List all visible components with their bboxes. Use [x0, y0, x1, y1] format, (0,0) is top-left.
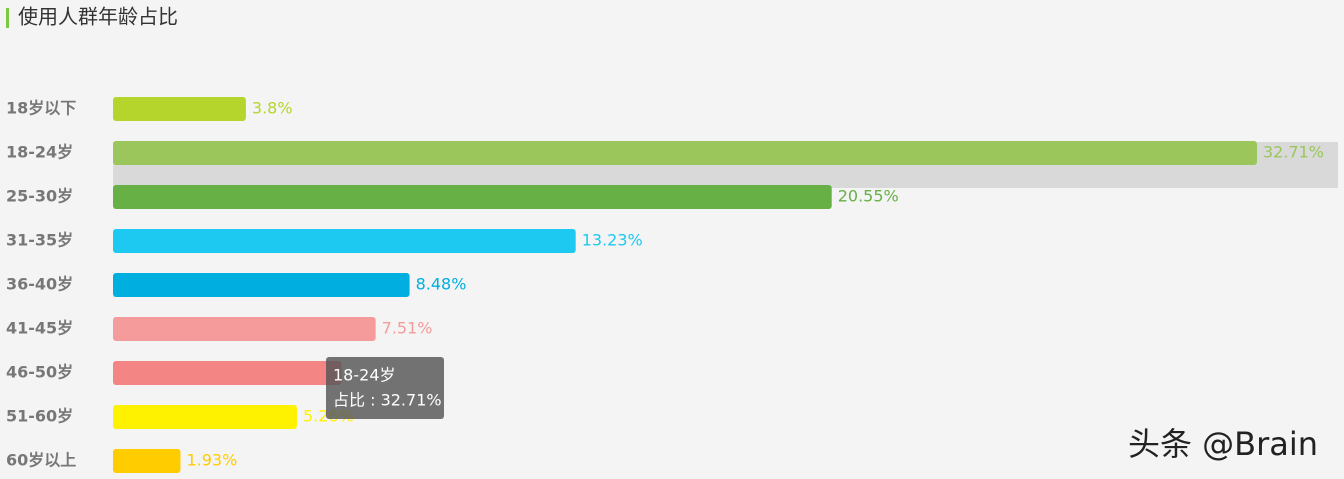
- bar: [113, 141, 1257, 165]
- bar: [113, 361, 342, 385]
- bar: [113, 317, 376, 341]
- bar: [113, 449, 181, 473]
- value-label: 8.48%: [416, 275, 467, 294]
- value-label: 20.55%: [838, 187, 899, 206]
- tooltip-title: 18-24岁: [333, 366, 396, 385]
- tooltip-label: 占比 : 32.71%: [333, 391, 442, 410]
- y-tick-label: 51-60岁: [6, 407, 73, 426]
- y-tick-label: 46-50岁: [6, 363, 73, 382]
- bar: [113, 405, 297, 429]
- bar: [113, 185, 832, 209]
- y-tick-label: 18-24岁: [6, 143, 73, 162]
- value-label: 7.51%: [382, 319, 433, 338]
- y-tick-label: 41-45岁: [6, 319, 73, 338]
- tooltip: 18-24岁 占比 : 32.71%: [326, 357, 444, 419]
- y-tick-label: 31-35岁: [6, 231, 73, 250]
- bar: [113, 229, 576, 253]
- tooltip-box: [326, 357, 444, 419]
- y-tick-label: 60岁以上: [6, 451, 76, 470]
- y-tick-label: 36-40岁: [6, 275, 73, 294]
- title-marker: [6, 8, 9, 28]
- y-tick-label: 25-30岁: [6, 187, 73, 206]
- value-label: 32.71%: [1263, 143, 1324, 162]
- value-label: 3.8%: [252, 99, 293, 118]
- bar: [113, 273, 410, 297]
- chart-title: 使用人群年龄占比: [18, 5, 178, 29]
- value-label: 1.93%: [186, 451, 237, 470]
- bar: [113, 97, 246, 121]
- value-label: 13.23%: [582, 231, 643, 250]
- watermark: 头条 @Brain: [1128, 425, 1318, 463]
- y-tick-label: 18岁以下: [6, 99, 76, 118]
